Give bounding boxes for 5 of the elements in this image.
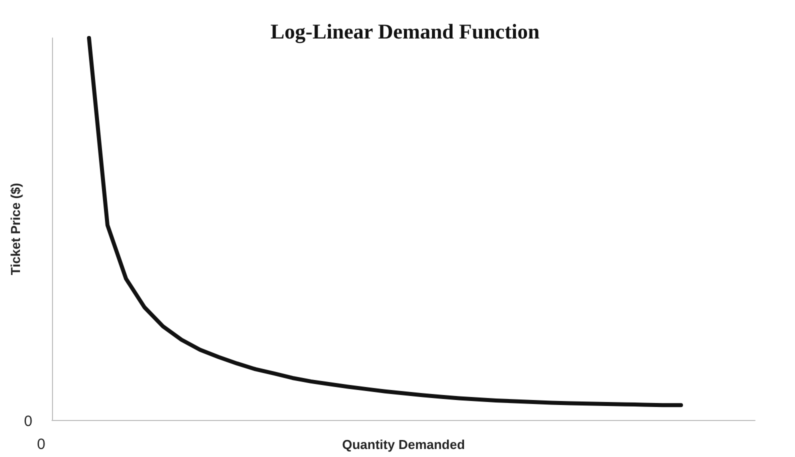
text: 0 bbox=[24, 413, 32, 430]
x-axis-title: Quantity Demanded bbox=[342, 437, 465, 452]
y-axis-title: Ticket Price ($) bbox=[8, 182, 23, 276]
text: 0 bbox=[37, 436, 46, 453]
chart-title: Log-Linear Demand Function bbox=[270, 20, 540, 44]
